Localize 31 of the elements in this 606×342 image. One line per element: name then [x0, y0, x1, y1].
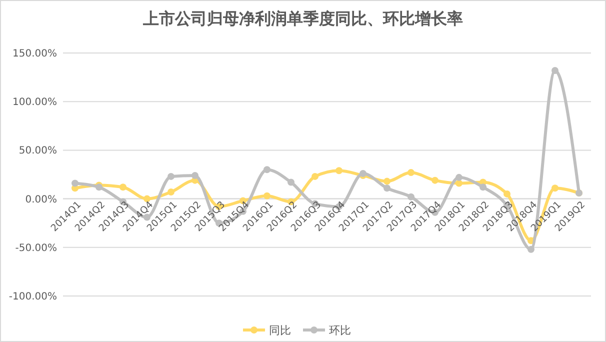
point [288, 178, 294, 186]
point [384, 178, 390, 185]
point [408, 169, 414, 176]
legend-label: 环比 [329, 324, 351, 337]
point [336, 167, 342, 174]
y-tick-label: 50.00% [18, 146, 57, 157]
point [528, 246, 534, 253]
point [264, 166, 270, 174]
point [456, 180, 462, 187]
chart-title: 上市公司归母净利润单季度同比、环比增长率 [142, 9, 463, 28]
point [432, 176, 438, 184]
y-tick-label: 150.00% [12, 48, 57, 60]
point [72, 180, 78, 187]
point [456, 174, 462, 181]
point [192, 172, 198, 179]
point [552, 66, 558, 74]
point [168, 172, 174, 180]
y-tick-label: 100.00% [12, 97, 57, 108]
point [312, 172, 318, 180]
point [384, 184, 390, 192]
legend-label: 同比 [269, 324, 291, 337]
point [408, 193, 414, 200]
point [504, 190, 510, 198]
y-tick-label: -50.00% [15, 242, 57, 254]
point [168, 188, 174, 196]
point [552, 184, 558, 192]
point [480, 184, 486, 191]
y-tick-label: 0.00% [25, 194, 57, 206]
point [120, 184, 126, 191]
y-tick-label: -100.00% [8, 292, 57, 302]
point [264, 192, 270, 200]
